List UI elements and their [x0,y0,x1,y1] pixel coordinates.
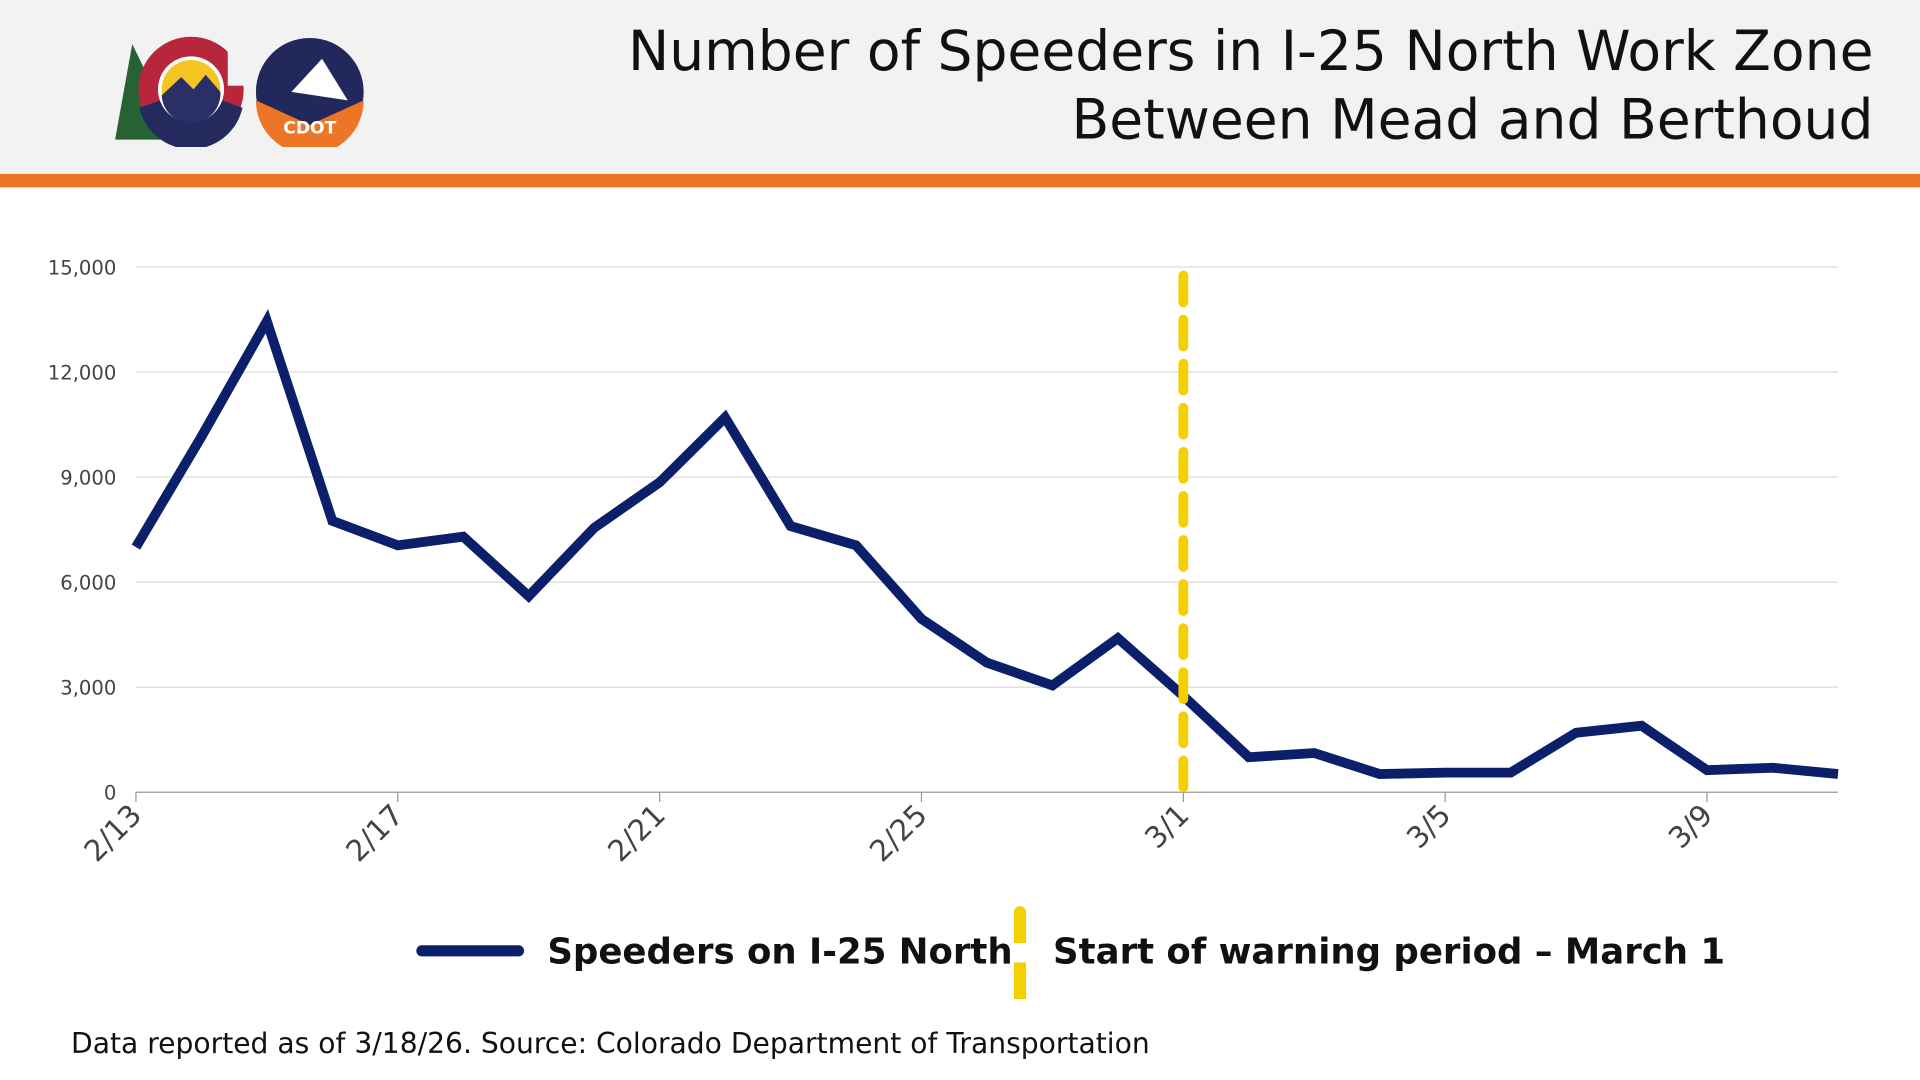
accent-bar [0,173,1920,188]
y-tick-label: 15,000 [48,256,117,279]
colorado-logo [115,36,253,147]
y-tick-label: 6,000 [60,571,116,594]
x-tick-label: 3/5 [1400,798,1457,855]
x-tick-label: 2/25 [863,798,934,869]
x-tick-label: 2/17 [339,798,410,869]
header: CDOT Number of Speeders in I-25 North Wo… [0,0,1920,174]
legend-label-warning: Start of warning period – March 1 [1053,930,1726,973]
svg-text:CDOT: CDOT [283,118,336,138]
y-tick-label: 12,000 [48,361,117,384]
line-chart: 0 3,000 6,000 9,000 12,000 15,000 2/13 2/17 2/21… [48,256,1839,869]
y-tick-label: 0 [104,782,116,805]
y-tick-label: 9,000 [60,466,116,489]
x-tick-label: 2/21 [601,798,672,869]
legend: Speeders on I-25 North Start of warning … [0,906,1920,1005]
y-tick-label: 3,000 [60,677,116,700]
x-tick-label: 3/1 [1138,798,1195,855]
source-note: Data reported as of 3/18/26. Source: Col… [71,1028,1150,1061]
title-line-2: Between Mead and Berthoud [1071,86,1874,152]
cdot-logo: CDOT [255,37,364,147]
legend-label-speeders: Speeders on I-25 North [547,930,1013,973]
legend-swatch-speeders [416,945,525,957]
chart-title: Number of Speeders in I-25 North Work Zo… [628,17,1873,154]
x-tick-label: 2/13 [78,798,149,869]
series-line-speeders [131,309,1839,779]
title-line-1: Number of Speeders in I-25 North Work Zo… [627,18,1874,84]
legend-swatch-warning [1013,906,1027,1005]
x-tick-label: 3/9 [1662,798,1719,855]
